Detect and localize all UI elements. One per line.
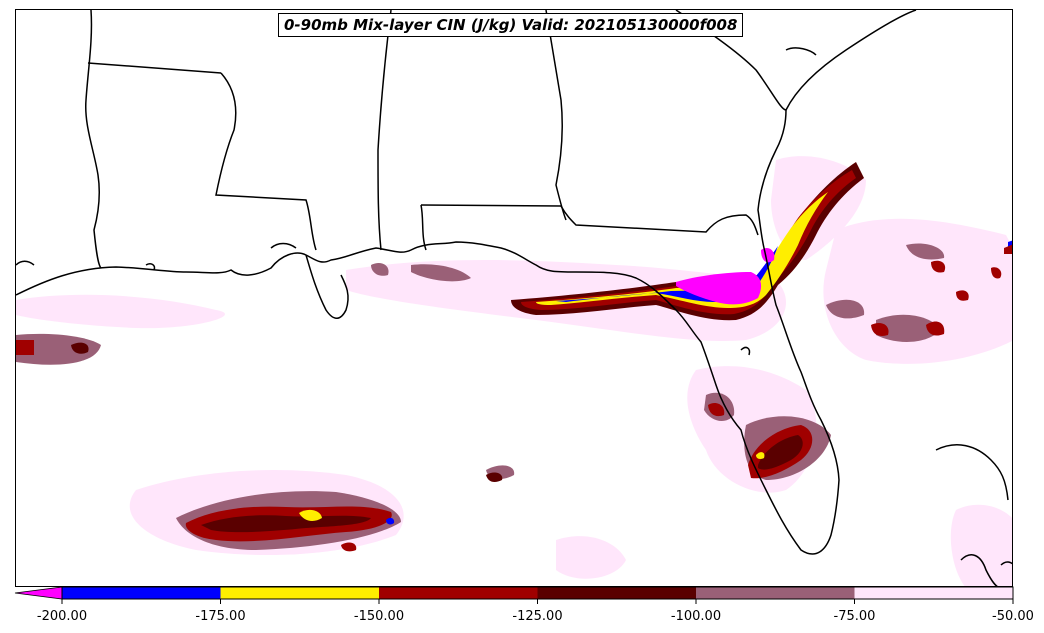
border-tx-la	[85, 10, 102, 269]
colorbar-swatches	[62, 587, 1013, 599]
colorbar-tick-label: -75.00	[834, 609, 876, 624]
colorbar-tick-label: -200.00	[37, 609, 87, 624]
map-panel	[15, 9, 1013, 587]
border-ar-la	[87, 62, 222, 74]
colorbar-tick-label: -175.00	[195, 609, 245, 624]
colorbar-swatch	[537, 587, 696, 599]
colorbar-swatch	[220, 587, 379, 599]
colorbar-swatch	[379, 587, 538, 599]
colorbar-under-arrow	[14, 586, 63, 600]
atlantic-coastline	[785, 10, 917, 111]
cin-field	[16, 156, 1012, 586]
border-ms-al	[377, 10, 392, 251]
map-title: 0-90mb Mix-layer CIN (J/kg) Valid: 20210…	[278, 13, 744, 37]
colorbar-tick-label: -100.00	[671, 609, 721, 624]
colorbar-ticks: -200.00 -175.00 -150.00 -125.00 -100.00 -75.0…	[37, 599, 1034, 624]
colorbar-tick-label: -50.00	[992, 609, 1034, 624]
border-al-ga	[545, 10, 567, 221]
gulf-coastline	[16, 109, 840, 555]
cin-band-gulf-south	[185, 506, 395, 552]
colorbar-swatch	[696, 587, 855, 599]
colorbar-swatch	[854, 587, 1013, 599]
colorbar: -200.00 -175.00 -150.00 -125.00 -100.00 -75.0…	[14, 586, 1034, 624]
map-canvas	[16, 10, 1012, 586]
border-fl-al-west	[420, 204, 427, 251]
cin-band-florida	[708, 403, 813, 479]
border-al-fl	[420, 204, 759, 236]
colorbar-tick-label: -150.00	[354, 609, 404, 624]
colorbar-swatch	[62, 587, 221, 599]
colorbar-tick-label: -125.00	[512, 609, 562, 624]
cin-band-atlantic	[16, 240, 1012, 483]
border-la-ms-river	[215, 72, 317, 251]
cin-band-weak	[16, 156, 1012, 586]
